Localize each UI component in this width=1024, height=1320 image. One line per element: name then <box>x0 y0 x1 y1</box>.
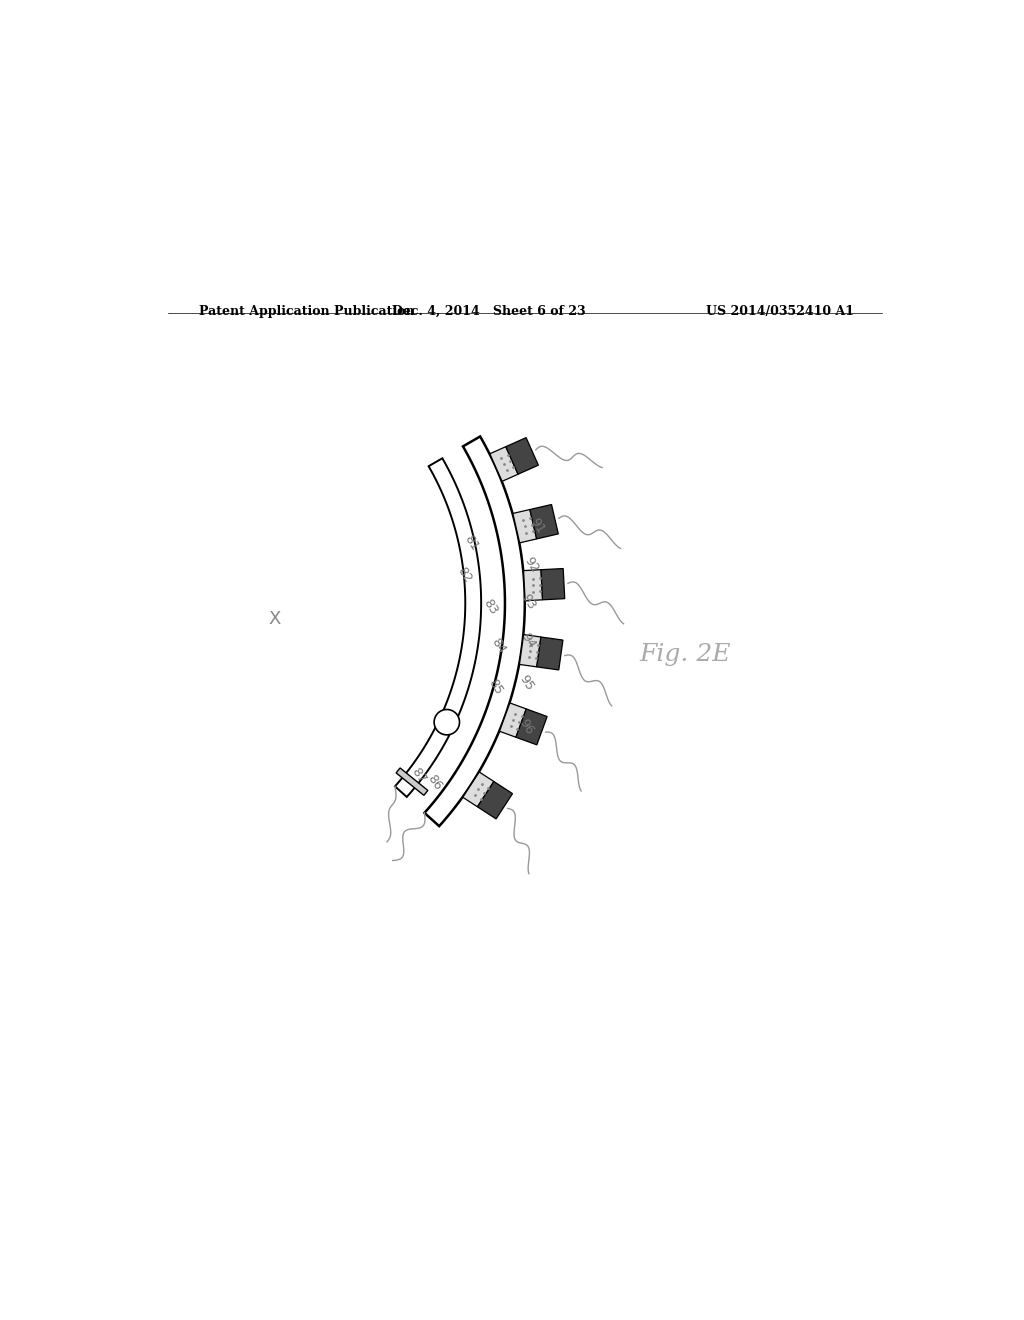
Text: X: X <box>268 610 281 628</box>
Text: 85: 85 <box>485 677 505 697</box>
Text: 92: 92 <box>521 554 541 576</box>
Polygon shape <box>541 569 565 599</box>
Polygon shape <box>396 768 428 796</box>
Text: 94: 94 <box>519 630 539 651</box>
Polygon shape <box>477 781 513 818</box>
Text: Patent Application Publication: Patent Application Publication <box>200 305 415 318</box>
Text: Dec. 4, 2014   Sheet 6 of 23: Dec. 4, 2014 Sheet 6 of 23 <box>392 305 586 318</box>
Text: 87: 87 <box>409 766 428 785</box>
Text: Fig. 2E: Fig. 2E <box>640 643 731 667</box>
Polygon shape <box>513 510 537 543</box>
Polygon shape <box>523 570 543 601</box>
Text: 86: 86 <box>425 772 444 793</box>
Polygon shape <box>519 635 541 667</box>
Polygon shape <box>395 458 481 797</box>
Text: 96: 96 <box>517 717 537 737</box>
Polygon shape <box>537 638 563 671</box>
Text: US 2014/0352410 A1: US 2014/0352410 A1 <box>707 305 854 318</box>
Text: 84: 84 <box>488 636 508 656</box>
Polygon shape <box>500 704 526 738</box>
Text: 81: 81 <box>461 533 480 553</box>
Polygon shape <box>506 438 539 474</box>
Text: 82: 82 <box>455 565 474 585</box>
Text: 91: 91 <box>527 515 547 536</box>
Circle shape <box>434 709 460 735</box>
Text: 95: 95 <box>517 672 537 693</box>
Text: 93: 93 <box>518 591 538 611</box>
Polygon shape <box>516 709 547 744</box>
Polygon shape <box>424 437 524 826</box>
Polygon shape <box>529 504 558 539</box>
Text: 83: 83 <box>480 597 500 618</box>
Polygon shape <box>489 446 518 482</box>
Polygon shape <box>463 772 494 807</box>
